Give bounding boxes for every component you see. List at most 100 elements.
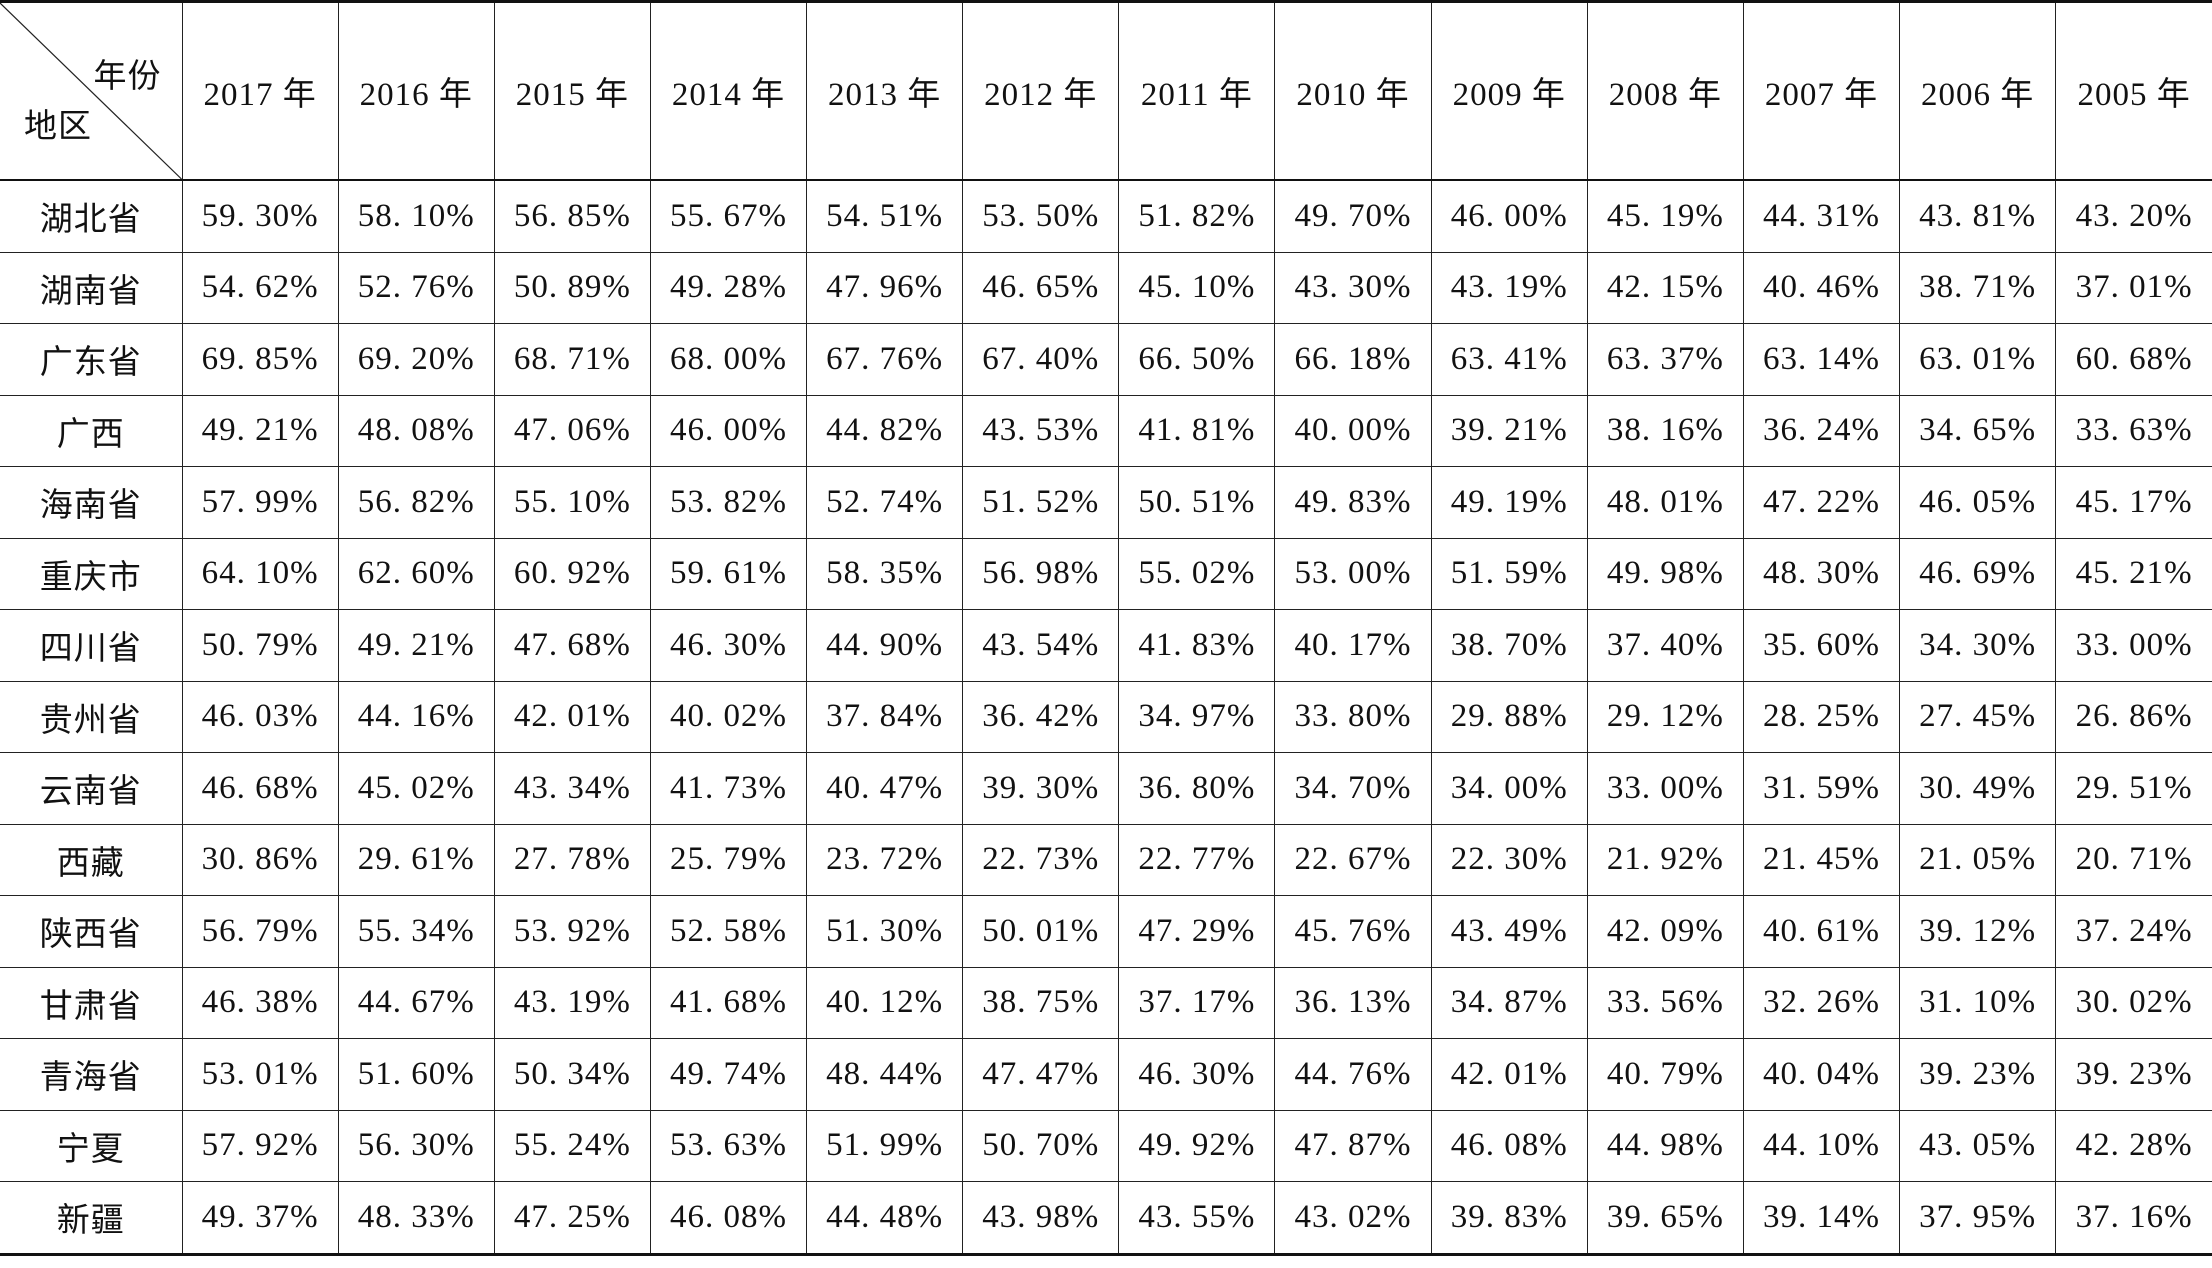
rate-cell: 20. 71% xyxy=(2055,824,2212,896)
rate-cell: 34. 97% xyxy=(1118,681,1276,753)
rate-cell: 51. 82% xyxy=(1118,180,1276,253)
rate-cell: 31. 59% xyxy=(1742,752,1901,825)
rate-cell: 27. 78% xyxy=(493,824,651,896)
rate-cell: 29. 88% xyxy=(1430,681,1588,753)
rate-cell: 31. 10% xyxy=(1899,967,2057,1039)
rate-cell: 47. 29% xyxy=(1118,895,1276,968)
rate-cell: 63. 01% xyxy=(1899,323,2057,396)
rate-cell: 49. 74% xyxy=(649,1038,808,1111)
rate-cell: 44. 90% xyxy=(806,609,964,682)
rate-cell: 46. 30% xyxy=(649,609,808,682)
rate-cell: 21. 92% xyxy=(1586,824,1744,896)
rate-cell: 36. 42% xyxy=(962,681,1120,753)
year-header: 2011 年 xyxy=(1118,0,1276,181)
rate-cell: 50. 89% xyxy=(493,252,651,324)
rate-cell: 44. 48% xyxy=(806,1181,964,1256)
rate-cell: 37. 40% xyxy=(1586,609,1744,682)
rate-cell: 47. 96% xyxy=(806,252,964,324)
rate-cell: 63. 37% xyxy=(1586,323,1744,396)
rate-cell: 49. 19% xyxy=(1430,466,1588,539)
rate-cell: 63. 14% xyxy=(1742,323,1901,396)
rate-cell: 44. 31% xyxy=(1742,180,1901,253)
table-row: 湖北省 59. 30% 58. 10% 56. 85% 55. 67% 54. 51% 53… xyxy=(0,180,2212,253)
rate-cell: 34. 70% xyxy=(1274,752,1432,825)
year-header: 2013 年 xyxy=(806,0,964,181)
region-cell: 青海省 xyxy=(0,1038,183,1111)
rate-cell: 49. 98% xyxy=(1586,538,1744,610)
rate-cell: 37. 24% xyxy=(2055,895,2212,968)
rate-cell: 43. 02% xyxy=(1274,1181,1432,1256)
region-cell: 西藏 xyxy=(0,824,183,896)
table-row: 新疆 49. 37% 48. 33% 47. 25% 46. 08% 44. 48% 43.… xyxy=(0,1181,2212,1256)
year-header: 2016 年 xyxy=(337,0,495,181)
region-cell: 宁夏 xyxy=(0,1110,183,1182)
rate-cell: 46. 68% xyxy=(181,752,339,825)
rate-cell: 50. 34% xyxy=(493,1038,651,1111)
rate-cell: 34. 87% xyxy=(1430,967,1588,1039)
rate-cell: 49. 28% xyxy=(649,252,808,324)
region-cell: 贵州省 xyxy=(0,681,183,753)
rate-cell: 63. 41% xyxy=(1430,323,1588,396)
rate-cell: 42. 15% xyxy=(1586,252,1744,324)
rate-cell: 50. 70% xyxy=(962,1110,1120,1182)
rate-cell: 41. 81% xyxy=(1118,395,1276,467)
rate-cell: 25. 79% xyxy=(649,824,808,896)
rate-cell: 52. 76% xyxy=(337,252,495,324)
region-cell: 甘肃省 xyxy=(0,967,183,1039)
rate-cell: 40. 79% xyxy=(1586,1038,1744,1111)
rate-cell: 43. 53% xyxy=(962,395,1120,467)
rate-cell: 40. 00% xyxy=(1274,395,1432,467)
region-cell: 广西 xyxy=(0,395,183,467)
rate-cell: 56. 30% xyxy=(337,1110,495,1182)
region-cell: 四川省 xyxy=(0,609,183,682)
rate-cell: 52. 58% xyxy=(649,895,808,968)
rate-cell: 21. 45% xyxy=(1742,824,1901,896)
rate-cell: 34. 65% xyxy=(1899,395,2057,467)
rate-cell: 68. 71% xyxy=(493,323,651,396)
rate-cell: 26. 86% xyxy=(2055,681,2212,753)
rate-cell: 51. 60% xyxy=(337,1038,495,1111)
rate-cell: 40. 02% xyxy=(649,681,808,753)
rate-cell: 30. 49% xyxy=(1899,752,2057,825)
table-row: 青海省 53. 01% 51. 60% 50. 34% 49. 74% 48. 44% 47… xyxy=(0,1038,2212,1111)
year-header: 2010 年 xyxy=(1274,0,1432,181)
table-row: 四川省 50. 79% 49. 21% 47. 68% 46. 30% 44. 90% 43… xyxy=(0,609,2212,682)
corner-region-label: 地区 xyxy=(24,109,92,145)
year-header: 2008 年 xyxy=(1586,0,1744,181)
year-header: 2009 年 xyxy=(1430,0,1588,181)
rate-cell: 33. 63% xyxy=(2055,395,2212,467)
rate-cell: 38. 75% xyxy=(962,967,1120,1039)
rate-cell: 29. 12% xyxy=(1586,681,1744,753)
rate-cell: 46. 38% xyxy=(181,967,339,1039)
rate-cell: 35. 60% xyxy=(1742,609,1901,682)
table-row: 湖南省 54. 62% 52. 76% 50. 89% 49. 28% 47. 96% 46… xyxy=(0,252,2212,324)
rate-cell: 33. 56% xyxy=(1586,967,1744,1039)
rate-cell: 60. 68% xyxy=(2055,323,2212,396)
region-cell: 陕西省 xyxy=(0,895,183,968)
rate-cell: 43. 34% xyxy=(493,752,651,825)
rate-cell: 49. 92% xyxy=(1118,1110,1276,1182)
rate-cell: 48. 44% xyxy=(806,1038,964,1111)
year-header: 2007 年 xyxy=(1742,0,1901,181)
corner-cell: 年份 地区 xyxy=(0,0,183,181)
rate-cell: 44. 16% xyxy=(337,681,495,753)
rate-cell: 66. 50% xyxy=(1118,323,1276,396)
rate-cell: 53. 82% xyxy=(649,466,808,539)
rate-cell: 43. 05% xyxy=(1899,1110,2057,1182)
rate-cell: 69. 85% xyxy=(181,323,339,396)
rate-cell: 40. 46% xyxy=(1742,252,1901,324)
rate-cell: 53. 92% xyxy=(493,895,651,968)
table-row: 海南省 57. 99% 56. 82% 55. 10% 53. 82% 52. 74% 51… xyxy=(0,466,2212,539)
region-cell: 新疆 xyxy=(0,1181,183,1256)
rate-cell: 57. 99% xyxy=(181,466,339,539)
rate-cell: 42. 09% xyxy=(1586,895,1744,968)
rate-cell: 43. 54% xyxy=(962,609,1120,682)
rate-cell: 64. 10% xyxy=(181,538,339,610)
rate-cell: 51. 52% xyxy=(962,466,1120,539)
rate-cell: 41. 73% xyxy=(649,752,808,825)
rate-cell: 46. 00% xyxy=(1430,180,1588,253)
rate-cell: 67. 76% xyxy=(806,323,964,396)
rate-cell: 45. 21% xyxy=(2055,538,2212,610)
region-cell: 海南省 xyxy=(0,466,183,539)
rate-cell: 55. 10% xyxy=(493,466,651,539)
